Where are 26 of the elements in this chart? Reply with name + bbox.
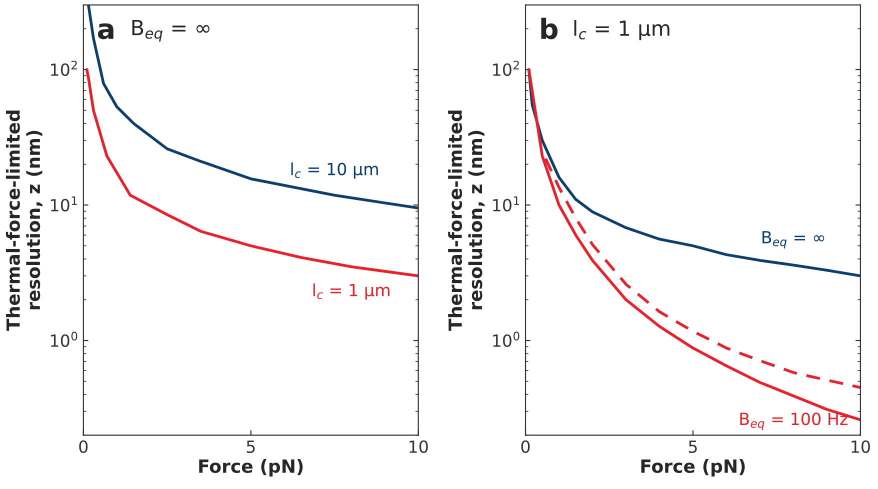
series-label: B$_{eq}$ = ∞: [762, 231, 824, 248]
text: B$_{eq}$ = ∞: [132, 20, 210, 42]
x-axis-title: Force (pN): [199, 459, 303, 476]
y-tick-label: 10$^{1}$: [51, 196, 77, 212]
x-tick-label: 5: [246, 440, 255, 453]
y-tick-label: 10$^{1}$: [493, 196, 520, 212]
chart-title: a: [98, 23, 114, 40]
y-axis-title: Thermal-force-limited resolution, z (nm): [6, 110, 42, 331]
x-axis-title: Force (pN): [641, 459, 745, 476]
x-tick-label: 0: [521, 440, 530, 453]
x-tick-label: 10: [852, 440, 870, 453]
line-series: [85, 68, 418, 278]
y-tick-label: 10$^{2}$: [51, 60, 77, 76]
x-tick-label: 10: [410, 440, 428, 453]
y-tick-label: 10$^{2}$: [493, 60, 519, 76]
line-series: [87, 4, 418, 210]
y-tick-label: 10$^{0}$: [493, 332, 520, 347]
text: l$_{c}$ = 1 μm: [574, 20, 670, 40]
series-label: l$_{c}$ = 1 μm: [313, 283, 390, 300]
x-tick-label: 0: [79, 440, 88, 453]
series-label: B$_{eq}$ = 100 Hz: [740, 412, 848, 430]
y-tick-label: 10$^{0}$: [51, 332, 78, 347]
series-label: l$_{c}$ = 10 μm: [291, 162, 378, 179]
x-tick-label: 5: [688, 440, 697, 453]
y-axis-title: Thermal-force-limited resolution, z (nm): [448, 110, 485, 331]
chart-title: b: [541, 18, 558, 40]
